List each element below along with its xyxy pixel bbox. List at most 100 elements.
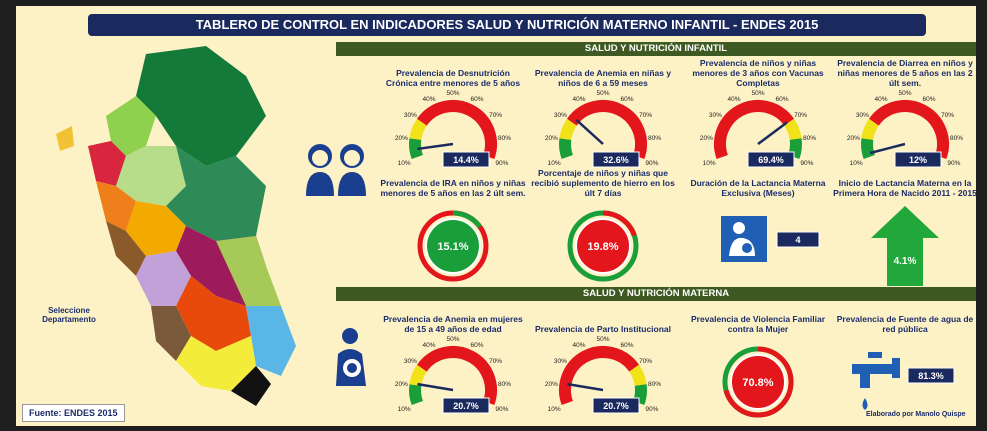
icon-part — [733, 222, 745, 234]
credit: Elaborado por Manolo Quispe — [866, 411, 966, 418]
gauge-tick-label: 70% — [639, 358, 652, 365]
gauge-band — [868, 100, 949, 160]
gauge-band — [409, 384, 424, 406]
gauge-band — [409, 138, 424, 160]
map-region[interactable] — [136, 251, 191, 306]
map-region[interactable] — [246, 306, 296, 376]
gauge-tick-label: 80% — [648, 135, 661, 142]
gauge-needle — [869, 142, 906, 155]
tap-icon — [852, 358, 900, 388]
value-box — [776, 231, 820, 248]
gauge-tick-label: 40% — [572, 342, 585, 349]
indicator-graphic: 10% 20% 30% 40% 50% 60% 70% 80% 90% 20.7% — [395, 336, 511, 414]
map-region[interactable] — [126, 201, 186, 256]
indicator-title: Prevalencia de niños y niñas menores de … — [692, 58, 824, 88]
indicator-graphic: 19.8% — [567, 210, 639, 282]
indicator-graphic: 4 — [721, 216, 820, 262]
gauge-tick-label: 20% — [395, 135, 408, 142]
indicator-card: Prevalencia de IRA en niños y niñas meno… — [380, 168, 526, 295]
indicator-card: Prevalencia de Fuente de agua de red púb… — [832, 304, 976, 426]
gauge-tick-label: 40% — [572, 96, 585, 103]
gauge-tick-label: 80% — [803, 135, 816, 142]
indicator-title: Prevalencia de IRA en niños y niñas meno… — [380, 178, 526, 198]
gauge-tick-label: 30% — [554, 358, 567, 365]
gauge-tick-label: 10% — [398, 406, 411, 413]
map-region[interactable] — [176, 336, 256, 391]
indicator-title: Prevalencia de Anemia en niñas y niños d… — [534, 68, 672, 88]
indicator-title: Inicio de Lactancia Materna en la Primer… — [833, 178, 976, 198]
icon-part — [742, 243, 752, 253]
donut-fill — [425, 218, 481, 274]
gauge-tick-label: 30% — [856, 112, 869, 119]
indicator-title: Prevalencia de Parto Institucional — [534, 324, 672, 334]
donut-value — [722, 346, 794, 418]
gauge-tick-label: 20% — [700, 135, 713, 142]
gauge-tick-label: 70% — [489, 358, 502, 365]
map-region[interactable] — [151, 306, 191, 361]
gauge-tick-label: 50% — [596, 90, 609, 97]
indicator-title: Porcentaje de niños y niñas que recibió … — [531, 168, 675, 198]
map-region[interactable] — [56, 126, 74, 151]
indicator-title: Prevalencia de Anemia en mujeres de 15 a… — [383, 314, 523, 334]
gauge-tick-label: 90% — [947, 160, 960, 167]
gauge-band — [409, 364, 427, 387]
gauge-tick-label: 10% — [398, 160, 411, 167]
gauge-band — [629, 364, 647, 387]
indicator-card: Prevalencia de niños y niñas menores de … — [685, 58, 831, 185]
indicator-card: Prevalencia de Anemia en mujeres de 15 a… — [380, 304, 526, 426]
gauge-band — [784, 118, 802, 141]
value-box — [747, 151, 795, 168]
value-label: 20.7% — [453, 401, 479, 411]
indicator-card: Prevalencia de Anemia en niñas y niños d… — [530, 58, 676, 185]
gauge-band — [566, 100, 647, 160]
gauge-tick-label: 60% — [776, 96, 789, 103]
value-label: 12% — [909, 155, 927, 165]
map-region[interactable] — [106, 221, 146, 276]
value-box — [592, 151, 640, 168]
gauge-tick-label: 80% — [498, 135, 511, 142]
gauge-tick-label: 40% — [422, 342, 435, 349]
indicator-graphic: 10% 20% 30% 40% 50% 60% 70% 80% 90% 14.4% — [395, 90, 511, 168]
map-region[interactable] — [96, 181, 136, 231]
gauge-tick-label: 40% — [874, 96, 887, 103]
map-region[interactable] — [176, 276, 251, 351]
section-title: SALUD Y NUTRICIÓN INFANTIL — [336, 42, 976, 56]
gauge-tick-label: 30% — [554, 112, 567, 119]
children-icon — [306, 144, 366, 196]
map-region[interactable] — [136, 46, 266, 166]
map-region[interactable] — [88, 141, 126, 186]
gauge-tick-label: 50% — [751, 90, 764, 97]
gauge-tick-label: 70% — [794, 112, 807, 119]
gauge-tick-label: 50% — [596, 336, 609, 343]
gauge-tick-label: 60% — [471, 342, 484, 349]
gauge-needle — [575, 118, 604, 145]
map-region[interactable] — [106, 96, 156, 156]
map-region[interactable] — [116, 146, 186, 206]
value-label: 4 — [795, 235, 800, 245]
value-box — [907, 367, 955, 384]
indicator-card: Inicio de Lactancia Materna en la Primer… — [832, 168, 976, 295]
gauge-tick-label: 90% — [495, 406, 508, 413]
value-label: 81.3% — [918, 371, 944, 381]
map-region[interactable] — [231, 366, 271, 406]
indicator-card: Prevalencia de Desnutrición Crónica entr… — [380, 58, 526, 185]
indicator-card: Duración de la Lactancia Materna Exclusi… — [685, 168, 831, 295]
indicator-graphic: 10% 20% 30% 40% 50% 60% 70% 80% 90% 12% — [847, 90, 963, 168]
peru-map[interactable] — [16, 6, 336, 426]
indicator-title: Prevalencia de Desnutrición Crónica entr… — [385, 68, 521, 88]
gauge-needle — [757, 121, 788, 146]
gauge-tick-label: 10% — [850, 160, 863, 167]
indicator-title: Prevalencia de Violencia Familiar contra… — [690, 314, 826, 334]
indicator-card: Prevalencia de Diarrea en niños y niñas … — [832, 58, 976, 185]
gauge-tick-label: 50% — [446, 336, 459, 343]
map-region[interactable] — [216, 236, 281, 306]
map-region[interactable] — [166, 146, 266, 241]
gauge-tick-label: 10% — [703, 160, 716, 167]
mother-icon — [336, 328, 366, 386]
gauge-tick-label: 60% — [621, 96, 634, 103]
value-box — [442, 397, 490, 414]
tap-icon — [868, 352, 882, 358]
gauge-tick-label: 90% — [800, 160, 813, 167]
gauge-needle — [417, 382, 454, 392]
gauge-tick-label: 60% — [621, 342, 634, 349]
